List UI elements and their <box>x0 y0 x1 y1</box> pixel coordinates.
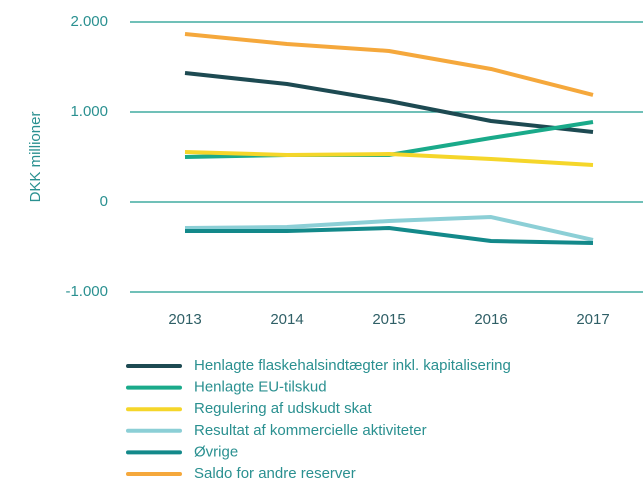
series-line <box>184 31 594 97</box>
series-line <box>185 226 594 246</box>
x-tick-label: 2013 <box>168 311 201 328</box>
legend-label: Henlagte EU-tilskud <box>194 379 327 396</box>
x-tick-label: 2014 <box>270 311 303 328</box>
y-tick-label: 1.000 <box>70 103 108 120</box>
x-tick-label: 2017 <box>576 311 609 328</box>
series-line <box>184 71 594 134</box>
legend-label: Resultat af kommercielle aktiviteter <box>194 422 427 439</box>
x-tick-label: 2016 <box>474 311 507 328</box>
y-axis-label: DKK millioner <box>27 112 44 203</box>
x-tick-label: 2015 <box>372 311 405 328</box>
legend-label: Regulering af udskudt skat <box>194 400 372 417</box>
legend-label: Henlagte flaskehalsindtægter inkl. kapit… <box>194 357 511 374</box>
y-tick-label: -1.000 <box>65 283 108 300</box>
series-line <box>184 149 594 168</box>
y-tick-label: 0 <box>100 193 108 210</box>
legend-label: Saldo for andre reserver <box>194 465 356 482</box>
legend-label: Øvrige <box>194 443 238 460</box>
y-tick-label: 2.000 <box>70 13 108 30</box>
series-line <box>184 215 594 242</box>
